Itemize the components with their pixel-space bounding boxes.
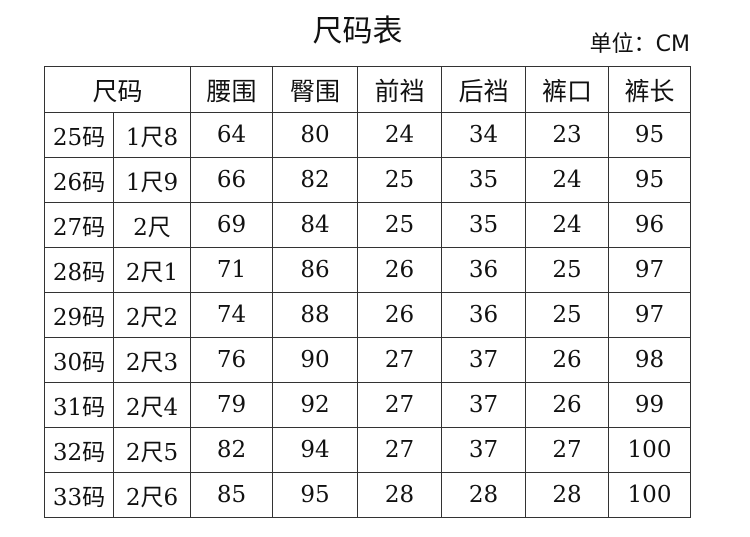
header-waist: 腰围 xyxy=(190,66,273,113)
cell-back-rise: 28 xyxy=(441,472,526,518)
cell-back-rise: 37 xyxy=(441,382,526,428)
cell-length: 97 xyxy=(608,292,691,338)
cell-waist: 71 xyxy=(190,247,273,293)
cell-waist: 64 xyxy=(190,112,273,158)
cell-front-rise: 28 xyxy=(357,472,442,518)
cell-size-chi: 2尺1 xyxy=(113,247,191,293)
cell-front-rise: 27 xyxy=(357,427,442,473)
cell-leg-opening: 27 xyxy=(525,427,609,473)
cell-size-code: 33码 xyxy=(44,472,114,518)
cell-front-rise: 27 xyxy=(357,337,442,383)
cell-leg-opening: 24 xyxy=(525,202,609,248)
cell-size-chi: 2尺4 xyxy=(113,382,191,428)
cell-size-chi: 1尺8 xyxy=(113,112,191,158)
cell-waist: 82 xyxy=(190,427,273,473)
cell-hip: 88 xyxy=(272,292,358,338)
cell-leg-opening: 25 xyxy=(525,292,609,338)
cell-waist: 66 xyxy=(190,157,273,203)
cell-front-rise: 24 xyxy=(357,112,442,158)
cell-size-chi: 1尺9 xyxy=(113,157,191,203)
header-hip: 臀围 xyxy=(272,66,358,113)
cell-size-chi: 2尺2 xyxy=(113,292,191,338)
cell-length: 95 xyxy=(608,157,691,203)
cell-front-rise: 26 xyxy=(357,292,442,338)
cell-length: 97 xyxy=(608,247,691,293)
table-row: 27码 2尺 69 84 25 35 24 96 xyxy=(44,202,691,248)
size-table: 尺码 腰围 臀围 前裆 后裆 裤口 裤长 25码 1尺8 64 80 24 34 23 95 2… xyxy=(44,66,691,518)
cell-hip: 92 xyxy=(272,382,358,428)
cell-waist: 76 xyxy=(190,337,273,383)
cell-length: 100 xyxy=(608,472,691,518)
cell-leg-opening: 26 xyxy=(525,337,609,383)
header-length: 裤长 xyxy=(608,66,691,113)
cell-waist: 74 xyxy=(190,292,273,338)
table-row: 31码 2尺4 79 92 27 37 26 99 xyxy=(44,382,691,428)
cell-length: 96 xyxy=(608,202,691,248)
cell-waist: 79 xyxy=(190,382,273,428)
page-title: 尺码表 xyxy=(312,14,403,49)
cell-leg-opening: 23 xyxy=(525,112,609,158)
cell-back-rise: 35 xyxy=(441,202,526,248)
cell-hip: 90 xyxy=(272,337,358,383)
table-row: 26码 1尺9 66 82 25 35 24 95 xyxy=(44,157,691,203)
cell-hip: 82 xyxy=(272,157,358,203)
table-row: 32码 2尺5 82 94 27 37 27 100 xyxy=(44,427,691,473)
table-row: 33码 2尺6 85 95 28 28 28 100 xyxy=(44,472,691,518)
cell-size-code: 29码 xyxy=(44,292,114,338)
cell-front-rise: 25 xyxy=(357,202,442,248)
cell-leg-opening: 25 xyxy=(525,247,609,293)
cell-length: 100 xyxy=(608,427,691,473)
cell-back-rise: 37 xyxy=(441,427,526,473)
cell-waist: 69 xyxy=(190,202,273,248)
cell-size-chi: 2尺3 xyxy=(113,337,191,383)
cell-waist: 85 xyxy=(190,472,273,518)
cell-back-rise: 34 xyxy=(441,112,526,158)
cell-front-rise: 26 xyxy=(357,247,442,293)
cell-front-rise: 27 xyxy=(357,382,442,428)
cell-leg-opening: 28 xyxy=(525,472,609,518)
cell-length: 95 xyxy=(608,112,691,158)
cell-size-code: 26码 xyxy=(44,157,114,203)
header-leg-opening: 裤口 xyxy=(525,66,609,113)
cell-hip: 84 xyxy=(272,202,358,248)
cell-back-rise: 36 xyxy=(441,247,526,293)
unit-label: 单位：CM xyxy=(589,32,690,57)
cell-size-code: 31码 xyxy=(44,382,114,428)
cell-length: 98 xyxy=(608,337,691,383)
header-back-rise: 后裆 xyxy=(441,66,526,113)
header-front-rise: 前裆 xyxy=(357,66,442,113)
cell-front-rise: 25 xyxy=(357,157,442,203)
cell-back-rise: 36 xyxy=(441,292,526,338)
cell-size-chi: 2尺6 xyxy=(113,472,191,518)
cell-size-chi: 2尺5 xyxy=(113,427,191,473)
cell-size-code: 32码 xyxy=(44,427,114,473)
cell-hip: 80 xyxy=(272,112,358,158)
cell-length: 99 xyxy=(608,382,691,428)
table-row: 29码 2尺2 74 88 26 36 25 97 xyxy=(44,292,691,338)
cell-hip: 94 xyxy=(272,427,358,473)
cell-hip: 95 xyxy=(272,472,358,518)
cell-size-code: 25码 xyxy=(44,112,114,158)
cell-size-code: 27码 xyxy=(44,202,114,248)
table-row: 28码 2尺1 71 86 26 36 25 97 xyxy=(44,247,691,293)
cell-leg-opening: 24 xyxy=(525,157,609,203)
cell-back-rise: 35 xyxy=(441,157,526,203)
header-size: 尺码 xyxy=(44,66,191,113)
cell-back-rise: 37 xyxy=(441,337,526,383)
header-row: 尺码 腰围 臀围 前裆 后裆 裤口 裤长 xyxy=(44,66,691,113)
cell-size-code: 30码 xyxy=(44,337,114,383)
cell-leg-opening: 26 xyxy=(525,382,609,428)
table-row: 25码 1尺8 64 80 24 34 23 95 xyxy=(44,112,691,158)
cell-size-code: 28码 xyxy=(44,247,114,293)
table-row: 30码 2尺3 76 90 27 37 26 98 xyxy=(44,337,691,383)
cell-hip: 86 xyxy=(272,247,358,293)
cell-size-chi: 2尺 xyxy=(113,202,191,248)
